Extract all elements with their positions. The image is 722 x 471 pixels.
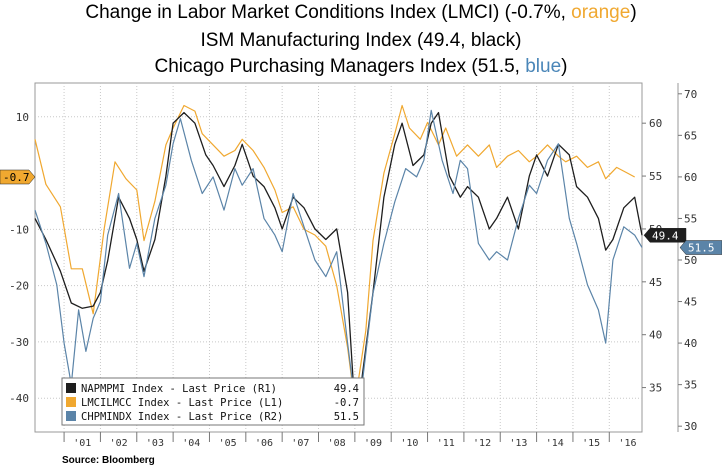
x-tick-label: '03 bbox=[146, 438, 164, 449]
x-tick-label: '09 bbox=[364, 438, 382, 449]
title-line-1-close: ) bbox=[630, 2, 637, 23]
legend-label-black: NAPMPMI Index - Last Price (R1) bbox=[81, 383, 277, 395]
y-left-tick-label: -10 bbox=[9, 223, 29, 236]
x-tick-label: '14 bbox=[546, 438, 564, 449]
chart-title-line-3: Chicago Purchasing Managers Index (51.5,… bbox=[0, 56, 722, 78]
legend-value-black: 49.4 bbox=[334, 383, 359, 395]
y-left-tick-label: -30 bbox=[9, 336, 29, 349]
y-r2-tick-label: 55 bbox=[684, 212, 697, 225]
y-left-tick-label: -20 bbox=[9, 280, 29, 293]
source-note: Source: Bloomberg bbox=[62, 455, 155, 466]
y-r2-tick-label: 30 bbox=[684, 420, 697, 433]
chart-title-line-2: ISM Manufacturing Index (49.4, black) bbox=[200, 30, 522, 51]
x-tick-label: '12 bbox=[473, 438, 491, 449]
y-r2-tick-label: 40 bbox=[684, 337, 697, 350]
x-tick-label: '13 bbox=[509, 438, 527, 449]
x-tick-label: '10 bbox=[400, 438, 418, 449]
legend-swatch-black bbox=[66, 383, 76, 393]
legend-swatch-orange bbox=[66, 397, 76, 407]
y-r1-tick-label: 45 bbox=[649, 276, 662, 289]
legend-value-orange: -0.7 bbox=[334, 397, 359, 409]
y-r1-tick-label: 55 bbox=[649, 170, 662, 183]
title-line-3-close: ) bbox=[561, 56, 568, 77]
x-tick-label: '07 bbox=[291, 438, 309, 449]
x-tick-label: '16 bbox=[618, 438, 636, 449]
y-r2-tick-label: 60 bbox=[684, 171, 697, 184]
x-tick-label: '06 bbox=[255, 438, 273, 449]
y-r2-tick-label: 35 bbox=[684, 379, 697, 392]
legend-value-blue: 51.5 bbox=[334, 411, 359, 423]
x-tick-label: '11 bbox=[437, 438, 455, 449]
legend-label-orange: LMCILMCC Index - Last Price (L1) bbox=[81, 397, 283, 409]
line-chart: 10 -10 -20 -30 -40 '01 '02 '03 '04 '05 '06 '07 '08 '0… bbox=[0, 82, 722, 449]
legend-label-blue: CHPMINDX Index - Last Price (R2) bbox=[81, 411, 283, 423]
end-tag-label-black: 49.4 bbox=[652, 229, 679, 242]
y-r1-tick-label: 60 bbox=[649, 117, 662, 130]
y-r2-tick-label: 65 bbox=[684, 129, 697, 142]
end-tag-black bbox=[643, 228, 687, 243]
legend-swatch-blue bbox=[66, 411, 76, 421]
end-tag-blue bbox=[679, 240, 722, 255]
series-line-blue bbox=[34, 109, 643, 402]
series-line-black bbox=[34, 111, 643, 410]
end-tag-orange bbox=[0, 169, 36, 185]
x-tick-label: '01 bbox=[73, 438, 91, 449]
x-tick-label: '02 bbox=[110, 438, 128, 449]
title-line-3-text: Chicago Purchasing Managers Index (51.5, bbox=[154, 56, 526, 77]
x-tick-label: '05 bbox=[219, 438, 237, 449]
y-r1-tick-label: 40 bbox=[649, 329, 662, 342]
chart-title-line-1: Change in Labor Market Conditions Index … bbox=[0, 2, 722, 24]
plot-area bbox=[34, 82, 643, 433]
x-tick-label: '04 bbox=[182, 438, 200, 449]
y-r2-tick-label: 45 bbox=[684, 296, 697, 309]
y-r2-tick-label: 70 bbox=[684, 88, 697, 101]
y-left-tick-label: -40 bbox=[9, 392, 29, 405]
end-tag-label-orange: -0.7 bbox=[3, 171, 30, 184]
y-r1-tick-label: 35 bbox=[649, 382, 662, 395]
legend-box bbox=[61, 377, 365, 426]
title-line-1-color-word: orange bbox=[571, 2, 631, 23]
x-tick-label: '08 bbox=[328, 438, 346, 449]
x-tick-label: '15 bbox=[582, 438, 600, 449]
y-r2-tick-label: 50 bbox=[684, 254, 697, 267]
title-line-1-text: Change in Labor Market Conditions Index … bbox=[85, 2, 572, 23]
y-left-tick-label: 10 bbox=[16, 111, 29, 124]
title-line-3-color-word: blue bbox=[525, 56, 562, 77]
end-tag-label-blue: 51.5 bbox=[688, 242, 715, 255]
